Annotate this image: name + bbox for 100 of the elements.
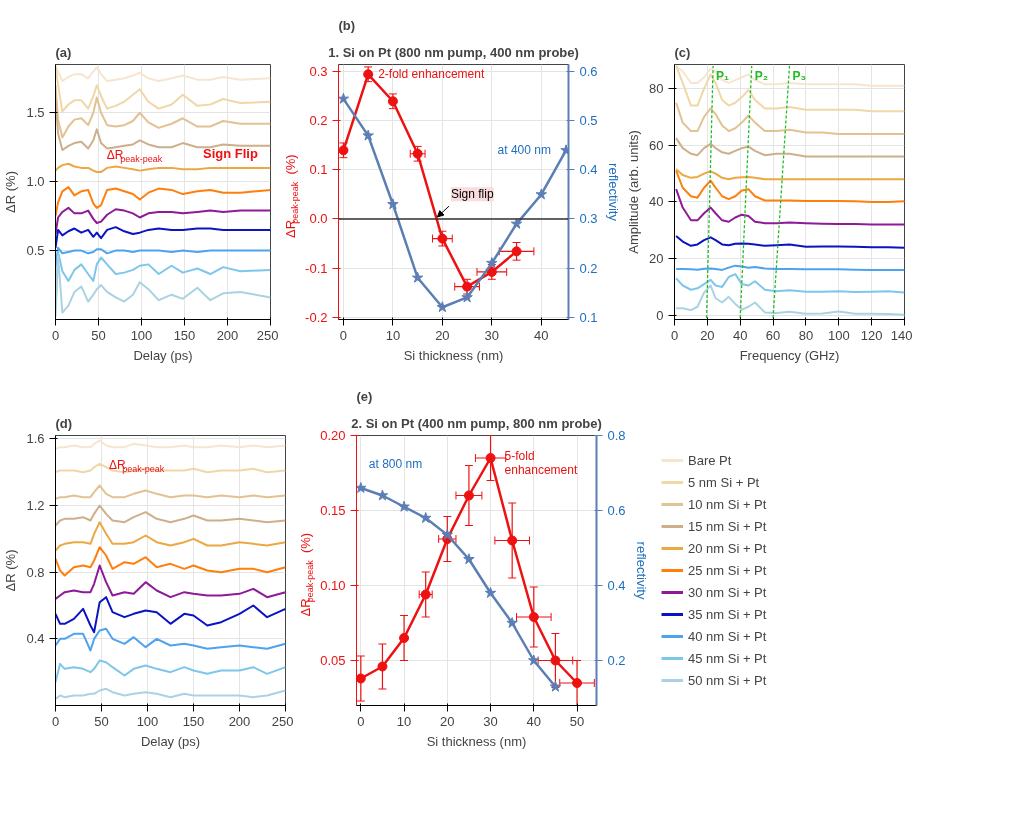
y-tick-label: 0.3 (309, 64, 328, 80)
series-label: P₂ (754, 68, 769, 83)
legend-label: 30 nm Si + Pt (688, 584, 767, 600)
legend-label: 20 nm Si + Pt (688, 540, 767, 556)
y-tick-label: 0.5 (26, 243, 45, 259)
legend-label: 35 nm Si + Pt (688, 606, 767, 622)
legend-label: Bare Pt (688, 452, 732, 468)
x-tick-label: 30 (484, 327, 500, 343)
y-tick-label: 0.1 (309, 162, 328, 178)
y-tick-label: 20 (649, 251, 664, 267)
x-tick-label: 120 (860, 327, 883, 343)
chart-title: (a) (55, 44, 72, 60)
x-tick-label: 10 (385, 327, 401, 343)
y-tick-label: 1.2 (26, 498, 45, 513)
x-tick-label: 20 (700, 327, 715, 343)
annotation: 5-fold enhancement (504, 449, 578, 478)
chart-title: (e) (356, 388, 373, 404)
y-tick-label: 0.10 (320, 578, 346, 593)
x-tick-label: 100 (827, 327, 850, 343)
legend-label: 25 nm Si + Pt (688, 562, 767, 578)
x-tick-label: 100 (130, 327, 153, 343)
x-tick-label: 0 (51, 713, 60, 729)
x-tick-label: 250 (256, 327, 279, 343)
legend-label: 10 nm Si + Pt (688, 496, 767, 512)
x-tick-label: 40 (526, 713, 542, 729)
x-tick-label: 150 (182, 713, 205, 729)
y-tick-label: 1.5 (26, 105, 45, 121)
x-tick-label: 40 (732, 327, 748, 343)
x-tick-label: 40 (534, 327, 549, 343)
series-label: P₁ (716, 68, 730, 83)
y2-tick-label: 0.2 (579, 260, 598, 276)
y-axis-title: ΔR (%) (3, 171, 19, 213)
chart-subtitle: 2. Si on Pt (400 nm pump, 800 nm probe) (351, 415, 602, 431)
y2-tick-label: 0.2 (607, 653, 626, 668)
y-tick-label: 80 (649, 81, 664, 97)
y2-tick-label: 0.1 (579, 309, 598, 325)
x-tick-label: 0 (51, 327, 60, 343)
chart-title: (d) (55, 415, 73, 431)
y2-tick-label: 0.6 (579, 64, 598, 80)
y-tick-label: 0.05 (320, 653, 346, 668)
annotation: Sign Flip (202, 146, 258, 162)
y-tick-label: 0 (656, 307, 664, 323)
x-tick-label: 250 (271, 713, 294, 729)
x-tick-label: 60 (765, 327, 781, 343)
y2-tick-label: 0.5 (579, 113, 598, 129)
annotation: at 800 nm (368, 457, 423, 471)
legend-label: 15 nm Si + Pt (688, 518, 767, 534)
legend-label: 50 nm Si + Pt (688, 672, 767, 688)
legend-label: 45 nm Si + Pt (688, 650, 767, 666)
annotation: Sign flip (450, 187, 494, 202)
y2-tick-label: 0.6 (607, 503, 626, 518)
y-axis-title: ΔRpeak-peak (%) (298, 532, 316, 617)
x-axis-title: Delay (ps) (140, 733, 201, 749)
y-tick-label: 40 (649, 194, 664, 210)
y-axis-title: ΔR (%) (3, 549, 19, 592)
y2-tick-label: 0.3 (579, 211, 598, 227)
x-axis-title: Frequency (GHz) (739, 347, 840, 363)
x-tick-label: 140 (890, 327, 913, 343)
x-tick-label: 20 (435, 327, 450, 343)
x-tick-label: 10 (396, 713, 412, 729)
x-axis-title: Delay (ps) (133, 347, 193, 363)
y-tick-label: 0.0 (309, 211, 328, 227)
y-tick-label: 0.20 (320, 428, 346, 443)
chart-title: (c) (674, 44, 691, 60)
x-axis-title: Si thickness (nm) (426, 733, 527, 749)
annotation: 2-fold enhancement (378, 67, 485, 82)
y2-axis-title: reflectivity (605, 163, 621, 222)
y-tick-label: 1.0 (26, 174, 45, 190)
x-tick-label: 50 (91, 327, 106, 343)
x-axis-title: Si thickness (nm) (403, 347, 504, 363)
x-tick-label: 50 (569, 713, 585, 729)
series-label: P₃ (792, 68, 807, 83)
y-tick-label: 0.2 (309, 113, 328, 129)
y-tick-label: 0.4 (26, 631, 45, 647)
legend-label: 40 nm Si + Pt (688, 628, 767, 644)
y2-tick-label: 0.8 (607, 428, 626, 443)
x-tick-label: 50 (94, 713, 109, 729)
y2-axis-title: reflectivity (633, 541, 649, 600)
x-tick-label: 80 (798, 327, 814, 343)
y-tick-label: 60 (649, 137, 664, 153)
y-tick-label: 0.8 (26, 564, 45, 580)
x-tick-label: 20 (440, 713, 455, 729)
x-tick-label: 150 (173, 327, 196, 343)
x-tick-label: 0 (670, 327, 679, 343)
y-tick-label: -0.1 (305, 260, 328, 276)
x-tick-label: 200 (228, 713, 251, 729)
x-tick-label: 200 (216, 327, 239, 343)
y-tick-label: 0.15 (320, 503, 346, 518)
y-axis-title: Amplitude (arb. units) (626, 130, 642, 254)
y2-tick-label: 0.4 (579, 162, 598, 178)
x-tick-label: 30 (483, 713, 498, 729)
x-tick-label: 0 (357, 713, 365, 729)
chart-title: (b) (338, 17, 356, 33)
annotation: at 400 nm (497, 143, 551, 158)
y2-tick-label: 0.4 (607, 578, 626, 593)
legend-label: 5 nm Si + Pt (688, 474, 760, 490)
chart-subtitle: 1. Si on Pt (800 nm pump, 400 nm probe) (328, 44, 579, 60)
y-axis-title: ΔRpeak-peak (%) (283, 154, 301, 239)
y-tick-label: -0.2 (305, 309, 328, 325)
x-tick-label: 100 (136, 713, 159, 729)
